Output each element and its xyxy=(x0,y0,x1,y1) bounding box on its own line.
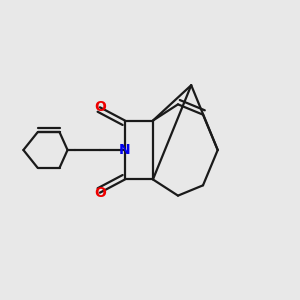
Text: O: O xyxy=(94,186,106,200)
Text: O: O xyxy=(94,100,106,114)
Text: N: N xyxy=(119,143,131,157)
